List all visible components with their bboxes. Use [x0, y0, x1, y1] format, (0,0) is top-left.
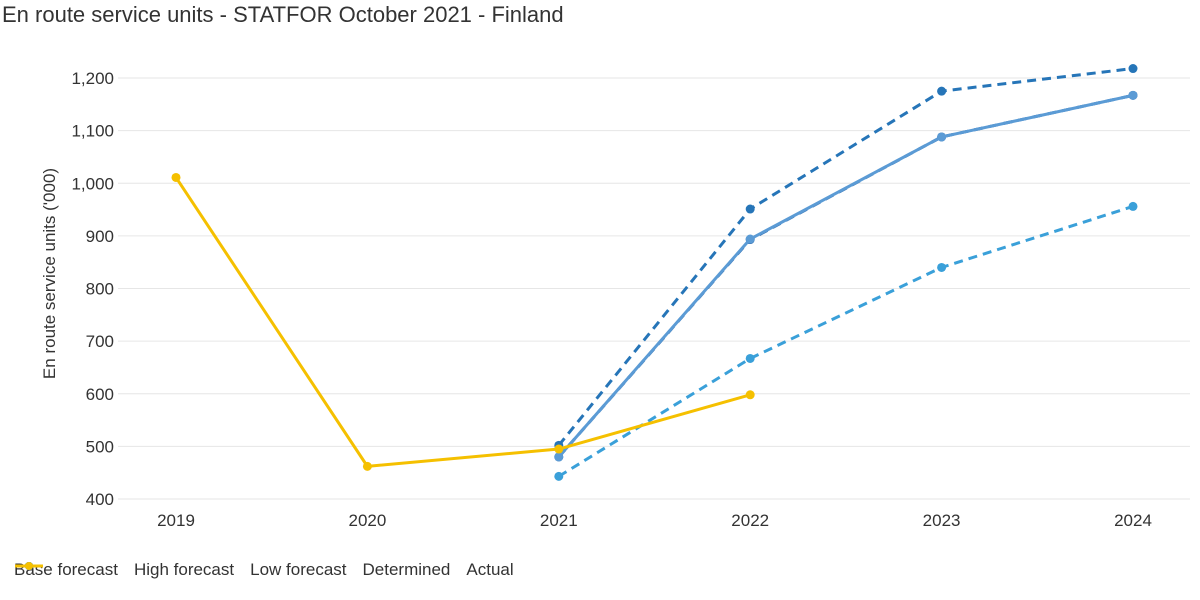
chart-legend: Base forecast High forecast Low forecast De…	[14, 560, 530, 580]
series-line	[557, 93, 1134, 458]
y-tick-label: 800	[86, 280, 114, 299]
data-point	[171, 172, 181, 182]
y-axis-title: En route service units ('000)	[40, 168, 59, 379]
data-point	[554, 444, 564, 454]
data-point	[937, 86, 947, 96]
x-tick-label: 2021	[540, 511, 578, 530]
x-tick-label: 2023	[923, 511, 961, 530]
series-line	[174, 176, 751, 468]
y-tick-label: 700	[86, 332, 114, 351]
data-point	[937, 132, 947, 142]
y-tick-label: 400	[86, 490, 114, 509]
data-point	[745, 390, 755, 400]
series-line	[558, 204, 1134, 478]
data-point	[362, 461, 372, 471]
legend-label: High forecast	[133, 560, 235, 579]
data-point	[937, 262, 947, 272]
x-tick-label: 2020	[348, 511, 386, 530]
y-tick-label: 500	[86, 437, 114, 456]
legend-label: Low forecast	[250, 560, 347, 579]
y-tick-label: 600	[86, 385, 114, 404]
legend-label: Determined	[362, 560, 451, 579]
data-point	[554, 471, 564, 481]
y-tick-label: 1,000	[71, 174, 114, 193]
x-tick-label: 2024	[1114, 511, 1152, 530]
x-tick-label: 2019	[157, 511, 195, 530]
chart-title: En route service units - STATFOR October…	[2, 2, 564, 27]
legend-item[interactable]: High forecast	[15, 560, 235, 580]
legend-swatch	[15, 562, 43, 570]
legend-label: Actual	[466, 560, 514, 579]
y-tick-label: 1,100	[71, 122, 114, 141]
x-tick-label: 2022	[731, 511, 769, 530]
data-point	[745, 353, 755, 363]
legend-item[interactable]: Actual	[15, 560, 514, 580]
series-line	[557, 93, 1134, 458]
data-point	[745, 204, 755, 214]
legend-item[interactable]: Low forecast	[15, 560, 347, 580]
data-point	[1128, 90, 1138, 100]
y-tick-label: 900	[86, 227, 114, 246]
y-tick-label: 1,200	[71, 69, 114, 88]
data-point	[1128, 201, 1138, 211]
legend-item[interactable]: Determined	[15, 560, 451, 580]
legend-swatch-marker	[25, 562, 33, 570]
data-point	[745, 234, 755, 244]
series-line	[557, 67, 1134, 447]
data-point	[554, 452, 564, 462]
data-point	[1128, 64, 1138, 74]
